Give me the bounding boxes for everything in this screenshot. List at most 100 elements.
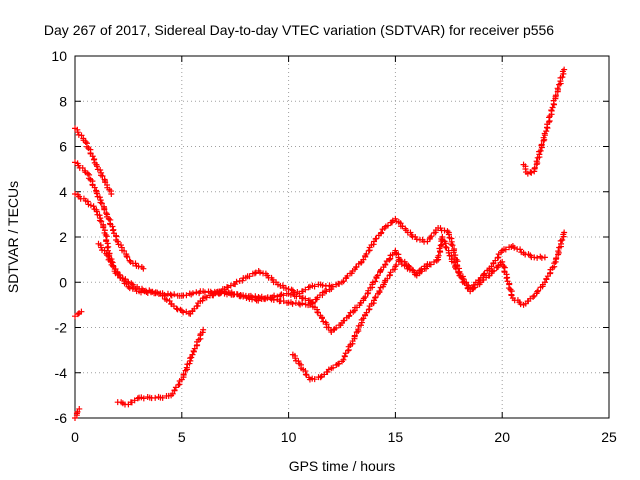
y-tick-label: -2 (55, 320, 68, 336)
series-track-9 (289, 229, 568, 383)
series-markers (330, 360, 343, 371)
series-markers (309, 374, 322, 383)
series-markers (393, 258, 402, 268)
series-markers (291, 352, 302, 365)
series-markers (323, 286, 333, 295)
data-series (72, 66, 568, 421)
series-markers (115, 241, 133, 264)
series-markers (479, 272, 493, 283)
series-markers (115, 271, 130, 288)
series-markers (94, 163, 109, 186)
x-tick-label: 15 (388, 429, 404, 445)
data-point (317, 374, 324, 381)
series-markers (319, 282, 333, 290)
series-markers (84, 198, 98, 213)
data-point (76, 405, 83, 412)
series-track-10 (520, 66, 568, 177)
series-markers (417, 236, 428, 245)
series-markers (445, 231, 458, 256)
y-axis-tick-labels: -6 -4 -2 0 2 4 6 8 10 (51, 48, 67, 426)
series-markers (404, 229, 419, 240)
x-tick-label: 25 (601, 429, 617, 445)
series-markers (437, 225, 451, 235)
data-point (392, 247, 399, 254)
x-tick-label: 10 (281, 429, 297, 445)
series-markers (501, 244, 515, 253)
series-markers (128, 280, 141, 291)
series-markers (189, 297, 206, 315)
series-markers (159, 392, 172, 401)
grid (75, 56, 609, 418)
series-markers (93, 190, 110, 217)
series-markers (83, 140, 98, 166)
series-markers (533, 281, 546, 297)
y-axis-label: SDTVAR / TECUs (5, 181, 21, 293)
data-point (541, 254, 548, 261)
series-markers (308, 299, 334, 334)
series-markers (527, 169, 535, 176)
series-markers (74, 310, 83, 318)
chart-title: Day 267 of 2017, Sidereal Day-to-day VTE… (44, 22, 554, 38)
series-markers (531, 134, 548, 172)
series-markers (543, 260, 558, 283)
series-markers (257, 269, 269, 277)
series-markers (288, 286, 301, 296)
series-markers (93, 208, 107, 231)
y-tick-label: 0 (59, 274, 67, 290)
series-markers (522, 293, 537, 307)
y-tick-label: 8 (59, 93, 67, 109)
series-markers (138, 393, 151, 402)
series-markers (351, 258, 365, 273)
series-markers (522, 163, 530, 176)
y-tick-label: 6 (59, 139, 67, 155)
series-markers (101, 229, 113, 257)
series-markers (552, 68, 567, 99)
series-markers (541, 95, 559, 137)
series-markers (74, 126, 87, 144)
series-markers (372, 226, 386, 242)
y-tick-label: 4 (59, 184, 67, 200)
data-point (82, 138, 89, 145)
series-markers (534, 253, 545, 261)
series-markers (104, 184, 115, 195)
data-point (78, 308, 85, 315)
y-tick-label: 2 (59, 229, 67, 245)
series-markers (446, 252, 462, 276)
series-markers (426, 257, 440, 268)
series-track-6 (72, 405, 83, 421)
series-markers (382, 266, 398, 284)
series-markers (458, 274, 472, 292)
data-point (200, 326, 207, 333)
series-markers (340, 299, 365, 324)
series-markers (372, 281, 387, 301)
x-tick-label: 0 (71, 429, 79, 445)
series-markers (378, 249, 398, 273)
series-markers (480, 265, 493, 279)
series-markers (97, 242, 110, 257)
x-tick-label: 20 (494, 429, 510, 445)
series-markers (318, 366, 332, 380)
series-markers (552, 231, 567, 263)
series-markers (489, 259, 504, 275)
series-markers (351, 316, 365, 342)
series-markers (340, 270, 355, 285)
series-markers (104, 213, 120, 243)
y-tick-label: -4 (55, 365, 68, 381)
series-markers (405, 262, 419, 278)
data-point (72, 159, 78, 166)
series-markers (360, 269, 384, 302)
data-point (84, 170, 91, 177)
y-tick-label: -6 (55, 410, 68, 426)
data-point (108, 191, 115, 198)
series-markers (297, 361, 312, 381)
series-markers (469, 281, 483, 293)
series-markers (298, 284, 312, 295)
series-markers (74, 191, 87, 202)
series-markers (148, 393, 162, 402)
data-point (125, 283, 132, 290)
data-point (72, 191, 78, 198)
series-markers (511, 244, 525, 256)
series-markers (244, 269, 259, 280)
x-tick-label: 5 (178, 429, 186, 445)
